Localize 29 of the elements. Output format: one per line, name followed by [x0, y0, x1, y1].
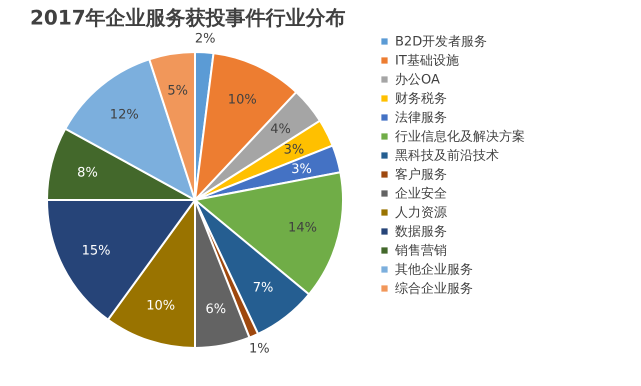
legend-label: 企业安全 [395, 186, 447, 202]
chart-title: 2017年企业服务获投事件行业分布 [30, 5, 346, 30]
legend-label: IT基础设施 [395, 54, 459, 68]
data-label: 3% [291, 162, 312, 178]
legend-label: B2D开发者服务 [395, 34, 488, 50]
data-label: 10% [146, 298, 176, 314]
legend-label: 数据服务 [395, 224, 447, 240]
data-label: 1% [249, 342, 270, 357]
legend-label: 法律服务 [395, 110, 447, 126]
data-label: 7% [252, 280, 274, 296]
data-label: 8% [77, 165, 98, 180]
data-label: 12% [110, 107, 139, 122]
data-label: 6% [205, 302, 226, 318]
data-label: 3% [284, 142, 304, 158]
legend-label: 其他企业服务 [395, 262, 473, 278]
data-label: 10% [228, 92, 257, 108]
legend-label: 黑科技及前沿技术 [395, 148, 499, 164]
legend-label: 行业信息化及解决方案 [395, 128, 525, 144]
data-label: 5% [167, 83, 188, 98]
data-label: 15% [82, 243, 111, 258]
legend-label: 销售营销 [394, 244, 447, 258]
legend-label: 综合企业服务 [395, 282, 473, 296]
data-label: 4% [270, 122, 291, 138]
legend-label: 办公OA [395, 72, 440, 88]
data-label: 14% [288, 220, 317, 236]
legend-label: 财务税务 [395, 92, 447, 106]
data-label: 2% [194, 31, 216, 46]
legend-label: 人力资源 [395, 206, 447, 220]
legend-label: 客户服务 [395, 166, 447, 182]
